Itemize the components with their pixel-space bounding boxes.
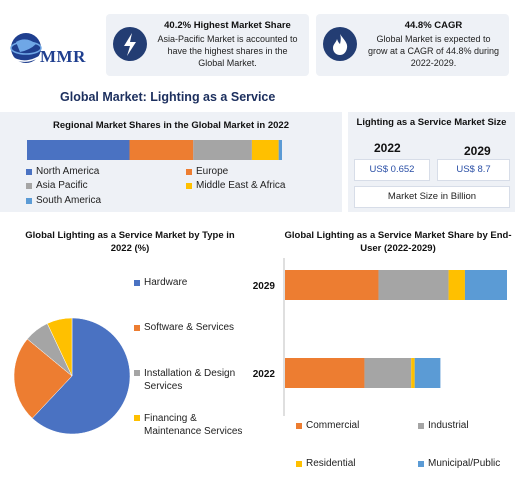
regional-panel xyxy=(0,112,342,212)
legend-label: Municipal/Public xyxy=(428,458,501,469)
logo-text: MMR xyxy=(40,47,86,66)
company-logo xyxy=(6,28,104,72)
legend-europe: Europe xyxy=(186,166,228,177)
legend-municipal-public: Municipal/Public xyxy=(418,458,500,469)
legend-swatch xyxy=(26,182,32,189)
legend-label: Industrial xyxy=(428,420,469,431)
enduser-chart-title: Global Lighting as a Service Market Shar… xyxy=(284,230,512,254)
market-share-title: 40.2% Highest Market Share xyxy=(164,20,291,31)
regional-chart xyxy=(27,140,282,160)
pie-slice-software-services xyxy=(13,338,73,419)
legend-installation-design: Installation & Design Services xyxy=(134,367,254,393)
legend-hardware: Hardware xyxy=(134,277,187,288)
bar-segment-asia-pacific xyxy=(193,140,252,160)
legend-commercial: Commercial xyxy=(296,420,359,431)
legend-label: South America xyxy=(36,195,102,206)
bar-2029-residential xyxy=(448,270,465,300)
legend-swatch xyxy=(296,460,302,467)
legend-financing-maintenance: Financing & Maintenance Services xyxy=(134,412,254,438)
bar-segment-europe xyxy=(129,140,194,160)
market-share-line-1: Asia-Pacific Market is accounted to xyxy=(157,34,298,44)
category-label-2022: 2022 xyxy=(253,369,276,380)
legend-industrial: Industrial xyxy=(418,420,469,431)
legend-swatch xyxy=(418,460,424,467)
legend-swatch xyxy=(186,168,192,175)
bar-2022-commercial xyxy=(285,358,365,388)
bar-2029-commercial xyxy=(285,270,379,300)
legend-label: Hardware xyxy=(144,277,188,288)
value-2029: US$ 8.7 xyxy=(437,159,510,181)
legend-swatch xyxy=(134,324,140,331)
pie-slice-hardware xyxy=(31,317,131,435)
legend-label: Asia Pacific xyxy=(36,180,88,191)
type-chart-title: Global Lighting as a Service Market by T… xyxy=(25,230,235,254)
legend-north-america: North America xyxy=(26,166,99,177)
globe-logo-icon xyxy=(9,33,47,63)
category-label-2029: 2029 xyxy=(253,281,276,292)
bar-2022-municipal-public xyxy=(414,358,441,388)
legend-label: Europe xyxy=(196,166,229,177)
legend-label: North America xyxy=(36,166,100,177)
legend-label: Commercial xyxy=(306,420,360,431)
bar-segment-north-america xyxy=(27,140,130,160)
bar-2022-industrial xyxy=(364,358,412,388)
value-2022: US$ 0.652 xyxy=(354,159,430,181)
legend-label: Residential xyxy=(306,458,356,469)
page-title: Global Market: Lighting as a Service xyxy=(60,90,276,104)
legend-swatch xyxy=(134,415,140,421)
legend-residential: Residential xyxy=(296,458,355,469)
market-size-footer: Market Size in Billion xyxy=(354,186,510,208)
legend-label: Financing & Maintenance Services xyxy=(144,413,243,437)
pie-slice-financing-maintenance-services xyxy=(46,317,73,377)
legend-swatch xyxy=(134,279,140,286)
flame-icon xyxy=(323,27,357,61)
year-2022: 2022 xyxy=(374,141,401,155)
cagr-title: 44.8% CAGR xyxy=(404,20,463,31)
legend-swatch xyxy=(418,422,424,429)
bar-2022-residential xyxy=(411,358,415,388)
legend-label: Software & Services xyxy=(144,322,235,333)
market-share-line-3: Global Market. xyxy=(198,58,257,68)
legend-swatch xyxy=(296,422,302,429)
legend-swatch xyxy=(26,168,32,175)
regional-chart-title: Regional Market Shares in the Global Mar… xyxy=(53,120,289,131)
enduser-chart: 2029 2022 xyxy=(253,258,507,416)
year-2029: 2029 xyxy=(464,144,491,158)
legend-asia-pacific: Asia Pacific xyxy=(26,180,88,191)
cagr-line-3: 2022-2029. xyxy=(410,58,457,68)
cagr-line-2: grow at a CAGR of 44.8% during xyxy=(367,46,500,56)
legend-swatch xyxy=(26,197,32,204)
market-size-title: Lighting as a Service Market Size xyxy=(356,117,507,128)
legend-middle-east-africa: Middle East & Africa xyxy=(186,180,285,191)
market-share-line-2: have the highest shares in the xyxy=(167,46,288,56)
type-pie-chart xyxy=(13,317,131,435)
lightning-icon xyxy=(113,27,147,61)
bar-2029-municipal-public xyxy=(464,270,507,300)
legend-label: Installation & Design Services xyxy=(144,368,236,392)
legend-label: Middle East & Africa xyxy=(196,180,286,191)
bar-segment-middle-east-africa xyxy=(251,140,279,160)
bar-2029-industrial xyxy=(378,270,449,300)
legend-swatch xyxy=(186,182,192,189)
bar-segment-south-america xyxy=(278,140,282,160)
cagr-line-1: Global Market is expected to xyxy=(376,34,491,44)
legend-software-services: Software & Services xyxy=(134,322,234,333)
legend-swatch xyxy=(134,370,140,376)
legend-south-america: South America xyxy=(26,195,101,206)
